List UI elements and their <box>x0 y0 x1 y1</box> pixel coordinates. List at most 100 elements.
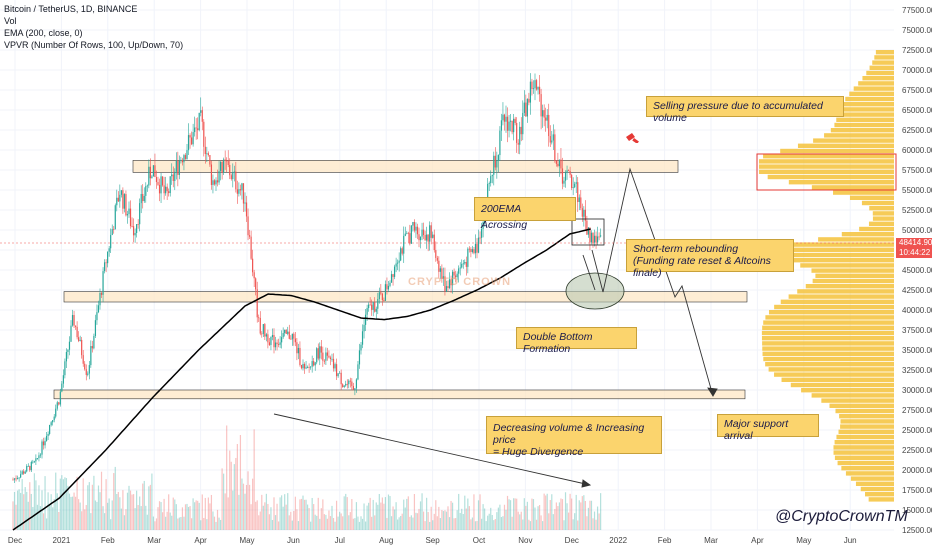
volume-bar <box>183 516 185 530</box>
volume-bar <box>45 518 48 530</box>
candle-body <box>175 160 177 172</box>
candle-body <box>256 289 258 318</box>
candle-body <box>326 352 329 356</box>
candle-body <box>41 441 43 455</box>
volume-bar <box>442 511 445 530</box>
volume-bar <box>232 490 234 530</box>
volume-bar <box>366 505 368 530</box>
volume-bar <box>377 504 379 530</box>
vpvr-bar <box>768 310 894 315</box>
candle-body <box>357 364 359 380</box>
volume-bar <box>531 498 533 530</box>
candle-body <box>575 182 577 184</box>
volume-bar <box>218 517 220 530</box>
x-tick-label: Mar <box>704 536 718 545</box>
volume-bar <box>155 518 158 530</box>
projection-path <box>591 167 714 397</box>
volume-bar <box>299 499 301 530</box>
candle-body <box>442 276 445 279</box>
volume-bar <box>593 511 596 530</box>
volume-bar <box>255 501 257 530</box>
candle-body <box>107 251 109 264</box>
vpvr-bar <box>762 351 894 356</box>
candle-body <box>531 81 533 90</box>
candle-body <box>160 176 162 194</box>
volume-bar <box>468 506 470 530</box>
volume-bar <box>484 508 486 530</box>
volume-bar <box>502 516 504 530</box>
candle-body <box>270 337 272 345</box>
volume-bar <box>245 484 248 530</box>
candle-body <box>439 268 441 272</box>
author-handle: @CryptoCrownTM <box>775 508 908 525</box>
volume-bar <box>381 497 383 530</box>
candle-body <box>281 337 283 343</box>
vpvr-bar <box>849 91 894 96</box>
candle-body <box>578 197 580 203</box>
callout-double-bottom-text: Double Bottom Formation <box>523 331 593 355</box>
volume-bar <box>400 515 402 530</box>
legend-ema[interactable]: EMA (200, close, 0) <box>4 28 83 38</box>
candle-body <box>129 208 132 227</box>
candle-body <box>38 455 40 459</box>
candle-body <box>122 190 124 209</box>
candle-body <box>189 135 191 138</box>
candle-body <box>105 262 107 264</box>
legend-symbol[interactable]: Bitcoin / TetherUS, 1D, BINANCE <box>4 4 138 14</box>
volume-bar <box>158 501 161 530</box>
candle-body <box>543 110 545 118</box>
volume-bar <box>207 497 209 530</box>
candle-body <box>435 250 437 258</box>
x-tick-label: Dec <box>565 536 579 545</box>
legend-vpvr[interactable]: VPVR (Number Of Rows, 100, Up/Down, 70) <box>4 40 184 50</box>
vpvr-bar <box>790 382 894 388</box>
legend-vol[interactable]: Vol <box>4 16 17 26</box>
volume-bar <box>114 466 116 530</box>
volume-bar <box>519 514 521 530</box>
volume-bar <box>303 499 306 530</box>
volume-bar <box>273 497 275 530</box>
candle-body <box>535 80 538 90</box>
volume-bar <box>244 493 246 530</box>
x-tick-label: Jul <box>335 536 345 545</box>
candle-body <box>24 471 26 474</box>
candle-body <box>571 174 573 188</box>
candle-body <box>12 479 14 481</box>
candle-body <box>223 159 225 173</box>
volume-bar <box>111 500 113 530</box>
volume-bar <box>537 506 539 530</box>
candle-body <box>146 185 148 187</box>
vpvr-bar <box>793 242 894 247</box>
candle-body <box>450 279 452 286</box>
candle-body <box>426 234 428 241</box>
candle-body <box>114 205 116 230</box>
candle-body <box>322 352 324 361</box>
volume-bar <box>410 515 412 530</box>
candle-body <box>206 153 208 155</box>
volume-bar <box>200 520 202 530</box>
candle-body <box>508 121 510 131</box>
candle-body <box>204 146 206 154</box>
volume-bar <box>84 509 86 530</box>
candle-body <box>186 150 188 159</box>
volume-bar <box>125 509 127 530</box>
volume-bar <box>258 515 260 530</box>
candle-body <box>253 272 255 279</box>
candle-body <box>586 220 588 235</box>
volume-bar <box>429 521 431 530</box>
price-zone <box>53 389 746 400</box>
y-tick-label: 70000.00 <box>902 66 932 75</box>
candle-body <box>102 271 104 295</box>
volume-bar <box>201 494 203 530</box>
vpvr-bar <box>818 237 894 242</box>
candle-body <box>461 263 463 268</box>
volume-bar <box>134 508 136 530</box>
volume-bar <box>317 497 319 530</box>
volume-bar <box>451 502 454 530</box>
candle-body <box>340 372 342 385</box>
volume-bar <box>514 498 516 530</box>
candle-body <box>441 268 443 279</box>
candle-body <box>290 338 292 340</box>
candle-body <box>438 260 440 272</box>
